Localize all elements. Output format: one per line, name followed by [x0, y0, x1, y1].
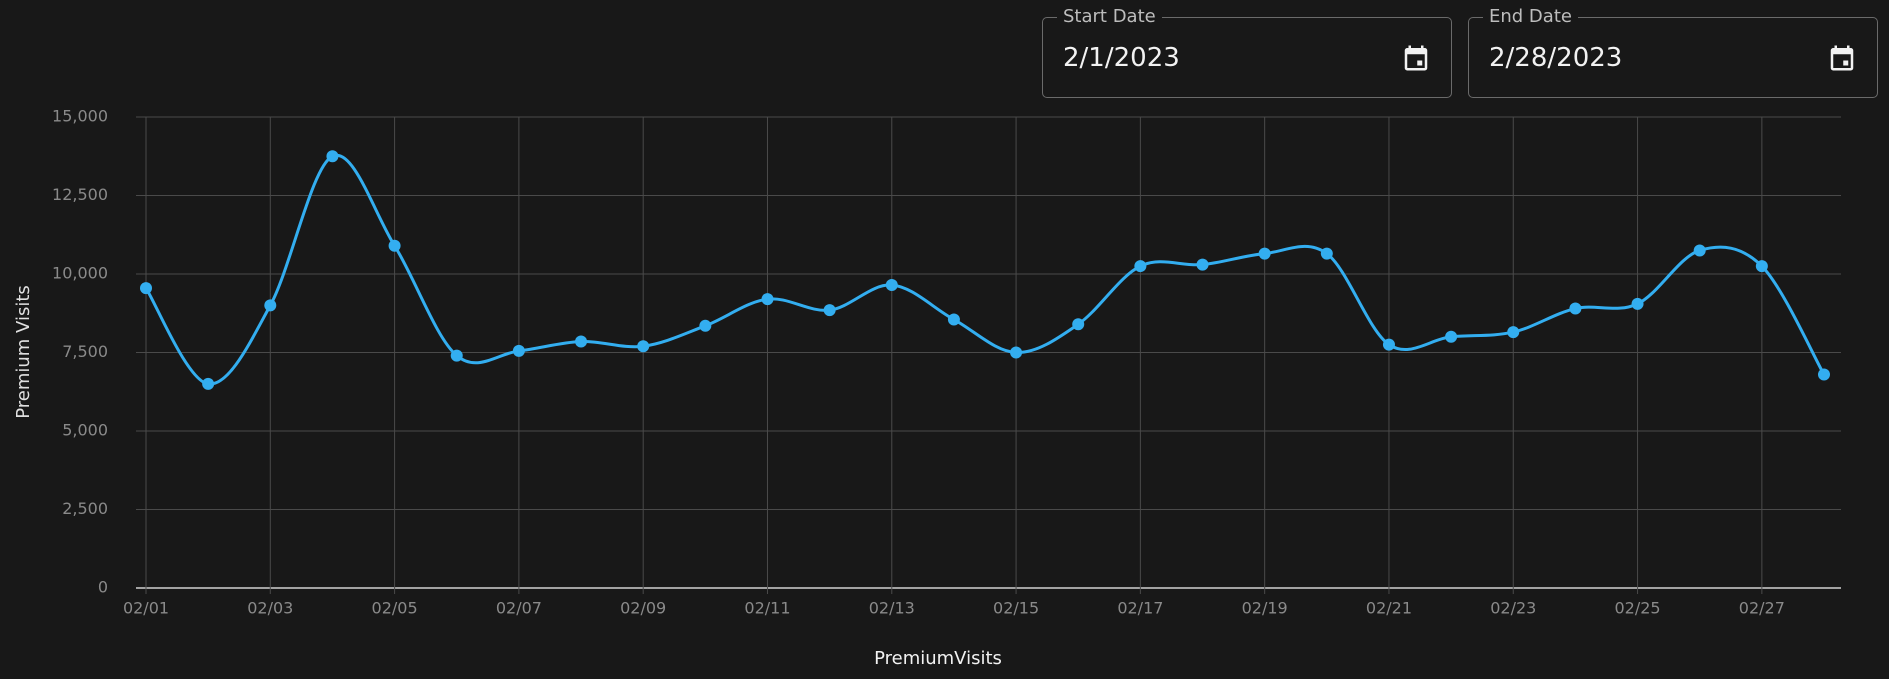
- calendar-icon[interactable]: [1827, 42, 1857, 74]
- data-point: [1258, 247, 1271, 260]
- data-point: [1818, 368, 1830, 381]
- y-tick-label: 7,500: [62, 342, 108, 361]
- x-axis-title: PremiumVisits: [874, 648, 1002, 669]
- data-point: [1010, 346, 1023, 359]
- x-tick-label: 02/03: [247, 599, 293, 618]
- data-point: [1507, 326, 1520, 339]
- x-tick-label: 02/07: [496, 599, 542, 618]
- data-point: [512, 344, 525, 357]
- y-tick-label: 15,000: [52, 107, 108, 126]
- x-tick-label: 02/15: [993, 599, 1039, 618]
- field-label: End Date: [1483, 7, 1578, 27]
- data-point: [1072, 318, 1085, 331]
- y-tick-label: 10,000: [52, 264, 108, 283]
- data-point: [140, 282, 152, 295]
- field-label: Start Date: [1057, 7, 1162, 27]
- data-point: [1693, 244, 1706, 257]
- data-point: [1445, 330, 1458, 343]
- data-point: [823, 304, 836, 317]
- start-date-field[interactable]: Start Date 2/1/2023: [1042, 7, 1452, 98]
- data-point: [264, 299, 277, 312]
- data-point: [202, 377, 215, 390]
- y-tick-label: 5,000: [62, 421, 108, 440]
- data-point: [1320, 247, 1333, 260]
- x-tick-label: 02/13: [869, 599, 915, 618]
- end-date-field[interactable]: End Date 2/28/2023: [1468, 7, 1878, 98]
- y-axis-title: Premium Visits: [13, 285, 34, 419]
- x-tick-label: 02/25: [1615, 599, 1661, 618]
- data-point: [1569, 302, 1582, 315]
- x-tick-label: 02/17: [1117, 599, 1163, 618]
- data-point: [761, 293, 774, 306]
- x-tick-label: 02/11: [744, 599, 790, 618]
- x-tick-label: 02/01: [123, 599, 169, 618]
- data-point: [1382, 338, 1395, 351]
- field-value: 2/1/2023: [1063, 43, 1180, 73]
- data-point: [947, 313, 960, 326]
- data-point: [1196, 258, 1209, 271]
- data-point: [885, 278, 898, 291]
- x-tick-label: 02/27: [1739, 599, 1785, 618]
- x-tick-label: 02/19: [1242, 599, 1288, 618]
- data-point: [388, 239, 401, 252]
- x-tick-label: 02/09: [620, 599, 666, 618]
- data-point: [637, 340, 650, 353]
- data-point: [699, 319, 712, 332]
- data-point: [1134, 260, 1147, 273]
- data-point: [1631, 297, 1644, 310]
- x-tick-label: 02/05: [372, 599, 418, 618]
- data-point: [326, 150, 339, 163]
- field-value: 2/28/2023: [1489, 43, 1623, 73]
- y-tick-label: 2,500: [62, 499, 108, 518]
- x-tick-label: 02/23: [1490, 599, 1536, 618]
- y-tick-label: 12,500: [52, 185, 108, 204]
- calendar-icon[interactable]: [1401, 42, 1431, 74]
- y-tick-label: 0: [98, 578, 108, 597]
- data-point: [1755, 260, 1768, 273]
- series-line: [144, 153, 1826, 386]
- data-point: [575, 335, 588, 348]
- data-point: [450, 349, 463, 362]
- x-tick-label: 02/21: [1366, 599, 1412, 618]
